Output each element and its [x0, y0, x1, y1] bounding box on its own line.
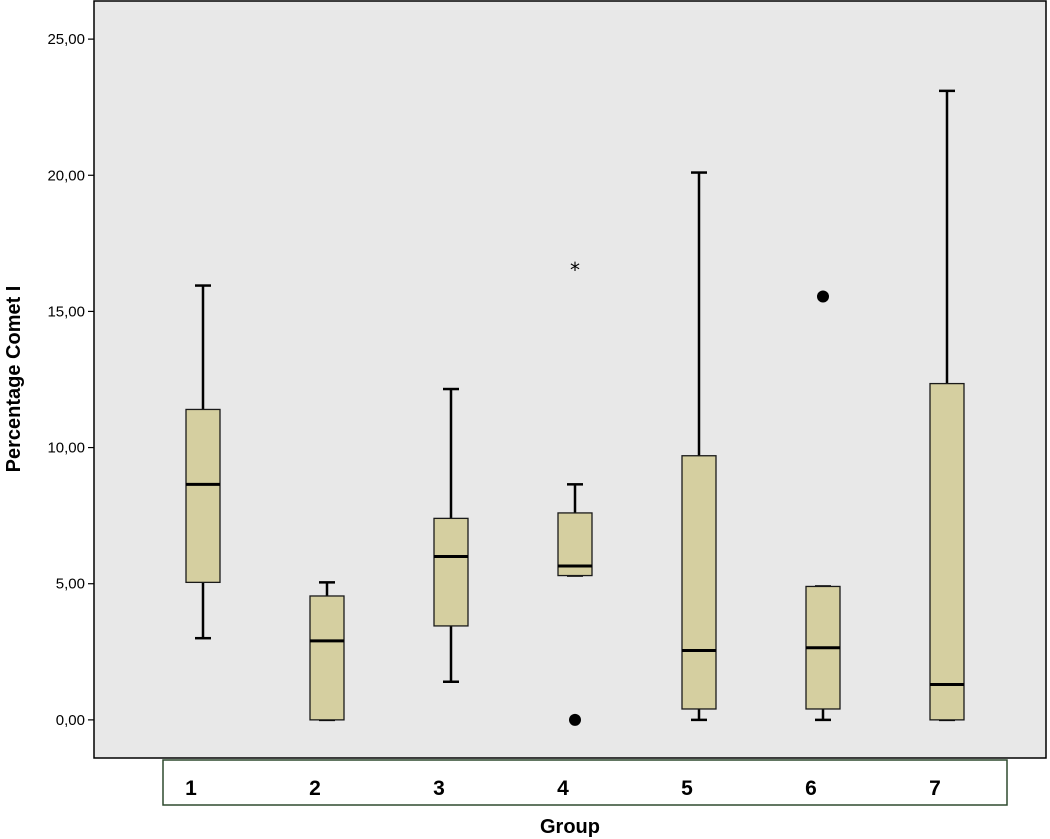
x-axis-labels: 1 2 3 4 5 6 7 [185, 777, 941, 800]
x-tick-label: 6 [805, 777, 817, 800]
x-tick-label: 3 [433, 777, 445, 800]
box-series: * [185, 89, 965, 726]
y-axis: 0,00 5,00 10,00 15,00 20,00 25,00 [47, 31, 94, 729]
outlier-point [817, 290, 829, 303]
box [681, 455, 717, 710]
plot-area [93, 0, 1047, 759]
x-tick-label: 4 [557, 777, 569, 800]
box-group-3 [433, 387, 469, 684]
y-axis-title: Percentage Comet I [3, 286, 25, 473]
x-axis-title: Group [540, 816, 600, 838]
box-group-6 [805, 290, 841, 722]
box [185, 408, 221, 584]
box-group-2 [309, 581, 345, 722]
extreme-point: * [570, 258, 580, 282]
x-tick-label: 2 [309, 777, 321, 800]
box-group-7 [929, 89, 965, 722]
y-tick-label: 10,00 [47, 440, 85, 457]
box [309, 595, 345, 721]
y-tick-label: 5,00 [56, 576, 85, 593]
x-tick-label: 7 [929, 777, 941, 800]
box-group-5 [681, 171, 717, 722]
y-tick-label: 20,00 [47, 167, 85, 184]
y-tick-label: 0,00 [56, 712, 85, 729]
x-tick-label: 1 [185, 777, 197, 800]
category-axis-frame [162, 759, 1008, 806]
outlier-point [569, 713, 581, 726]
y-tick-label: 15,00 [47, 303, 85, 320]
box-group-1 [185, 284, 221, 640]
box [929, 382, 965, 721]
y-tick-label: 25,00 [47, 31, 85, 48]
box [433, 517, 469, 627]
x-tick-label: 5 [681, 777, 693, 800]
box-group-4: * [557, 258, 593, 726]
